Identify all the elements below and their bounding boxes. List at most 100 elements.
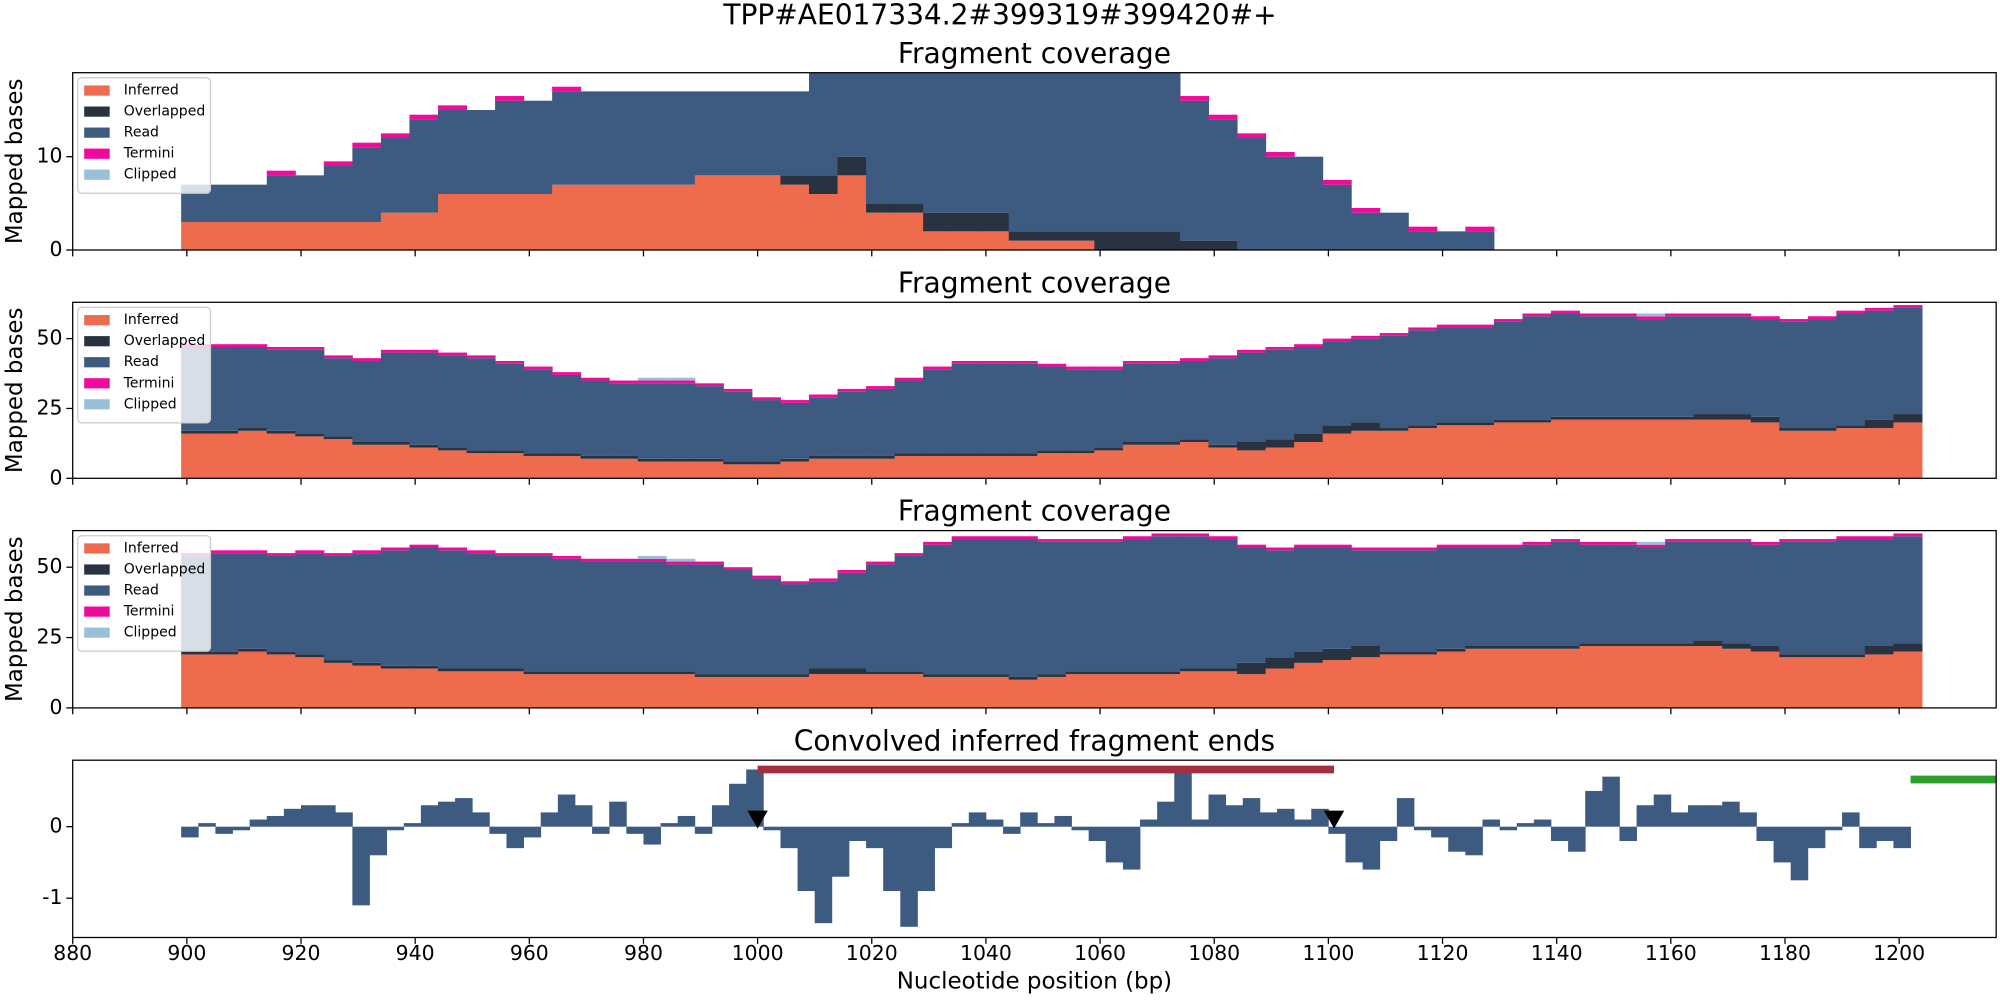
coverage-segment (923, 676, 953, 708)
coverage-segment (523, 366, 553, 370)
bar (1739, 812, 1757, 827)
coverage-segment (1893, 643, 1923, 652)
coverage-segment (866, 388, 896, 456)
coverage-segment (437, 547, 468, 551)
coverage-segment (1522, 648, 1552, 708)
coverage-segment (1608, 316, 1638, 417)
bar (1568, 826, 1586, 852)
coverage-segment (1522, 313, 1552, 317)
coverage-segment (723, 461, 753, 465)
coverage-segment (1037, 366, 1067, 451)
legend-label: Termini (123, 375, 175, 391)
coverage-segment (466, 453, 496, 479)
coverage-segment (1636, 645, 1666, 708)
coverage-segment (1864, 536, 1894, 540)
bar (181, 826, 199, 838)
coverage-segment (1750, 416, 1780, 423)
coverage-segment (1779, 539, 1809, 542)
x-tick-label: 980 (624, 941, 663, 965)
coverage-segment (466, 110, 496, 195)
x-tick-label: 1160 (1645, 941, 1697, 965)
coverage-segment (1237, 662, 1267, 675)
coverage-segment (380, 550, 410, 666)
coverage-segment (1836, 654, 1866, 658)
legend-swatch (84, 357, 110, 368)
coverage-segment (980, 453, 1010, 456)
coverage-segment (238, 184, 268, 223)
bar (951, 823, 970, 827)
coverage-segment (666, 383, 696, 459)
coverage-segment (1265, 152, 1295, 157)
bar (848, 826, 867, 841)
x-tick-label: 1000 (732, 941, 784, 965)
y-tick-label: 50 (37, 554, 63, 578)
coverage-segment (1864, 307, 1894, 311)
coverage-segment (637, 558, 667, 562)
coverage-segment (1065, 369, 1095, 451)
coverage-segment (1008, 539, 1038, 677)
coverage-segment (352, 142, 382, 148)
coverage-segment (1151, 533, 1181, 537)
coverage-segment (808, 458, 839, 479)
coverage-segment (580, 455, 610, 459)
coverage-segment (1208, 447, 1238, 479)
coverage-segment (323, 166, 353, 223)
coverage-segment (1179, 533, 1210, 537)
coverage-segment (380, 441, 410, 445)
coverage-segment (1265, 346, 1295, 350)
coverage-segment (523, 674, 553, 708)
coverage-segment (1065, 541, 1095, 672)
x-tick-label: 1180 (1759, 941, 1811, 965)
bar (797, 826, 816, 892)
coverage-segment (380, 547, 410, 551)
bar (574, 805, 593, 827)
bar (369, 826, 388, 856)
coverage-segment (495, 360, 525, 364)
bar (352, 826, 370, 906)
coverage-segment (751, 578, 781, 675)
coverage-segment (1322, 341, 1352, 426)
coverage-segment (1465, 544, 1495, 548)
coverage-segment (1094, 447, 1124, 451)
coverage-segment (723, 567, 753, 571)
coverage-segment (808, 394, 839, 398)
coverage-segment (1493, 422, 1523, 479)
coverage-segment (266, 430, 296, 434)
coverage-segment (837, 175, 867, 250)
bar (609, 801, 627, 827)
bar (1208, 794, 1227, 827)
coverage-segment (1693, 645, 1723, 708)
coverage-segment (1379, 335, 1409, 429)
coverage-segment (1151, 441, 1181, 445)
coverage-segment (1237, 547, 1267, 663)
coverage-segment (409, 114, 439, 120)
coverage-segment (1750, 422, 1780, 479)
coverage-segment (1550, 541, 1581, 646)
coverage-segment (951, 231, 981, 250)
coverage-segment (609, 458, 639, 479)
coverage-segment (1122, 72, 1152, 232)
coverage-segment (1008, 231, 1038, 241)
bar (711, 805, 730, 827)
coverage-segment (951, 536, 981, 540)
coverage-segment (980, 231, 1010, 250)
coverage-segment (666, 558, 696, 562)
coverage-segment (1237, 352, 1267, 442)
coverage-segment (1550, 419, 1581, 479)
coverage-segment (808, 668, 839, 675)
coverage-segment (380, 133, 410, 139)
y-tick-label: 0 (50, 814, 63, 838)
coverage-segment (1836, 536, 1866, 540)
coverage-segment (1094, 450, 1124, 479)
coverage-segment (1065, 671, 1095, 675)
coverage-segment (1807, 654, 1837, 658)
coverage-segment (1436, 425, 1466, 479)
coverage-segment (1864, 645, 1894, 655)
coverage-segment (466, 194, 496, 250)
coverage-segment (894, 377, 924, 381)
coverage-segment (694, 91, 724, 176)
coverage-segment (1408, 428, 1438, 479)
coverage-segment (1807, 539, 1837, 542)
coverage-segment (723, 676, 753, 708)
coverage-segment (894, 455, 924, 479)
